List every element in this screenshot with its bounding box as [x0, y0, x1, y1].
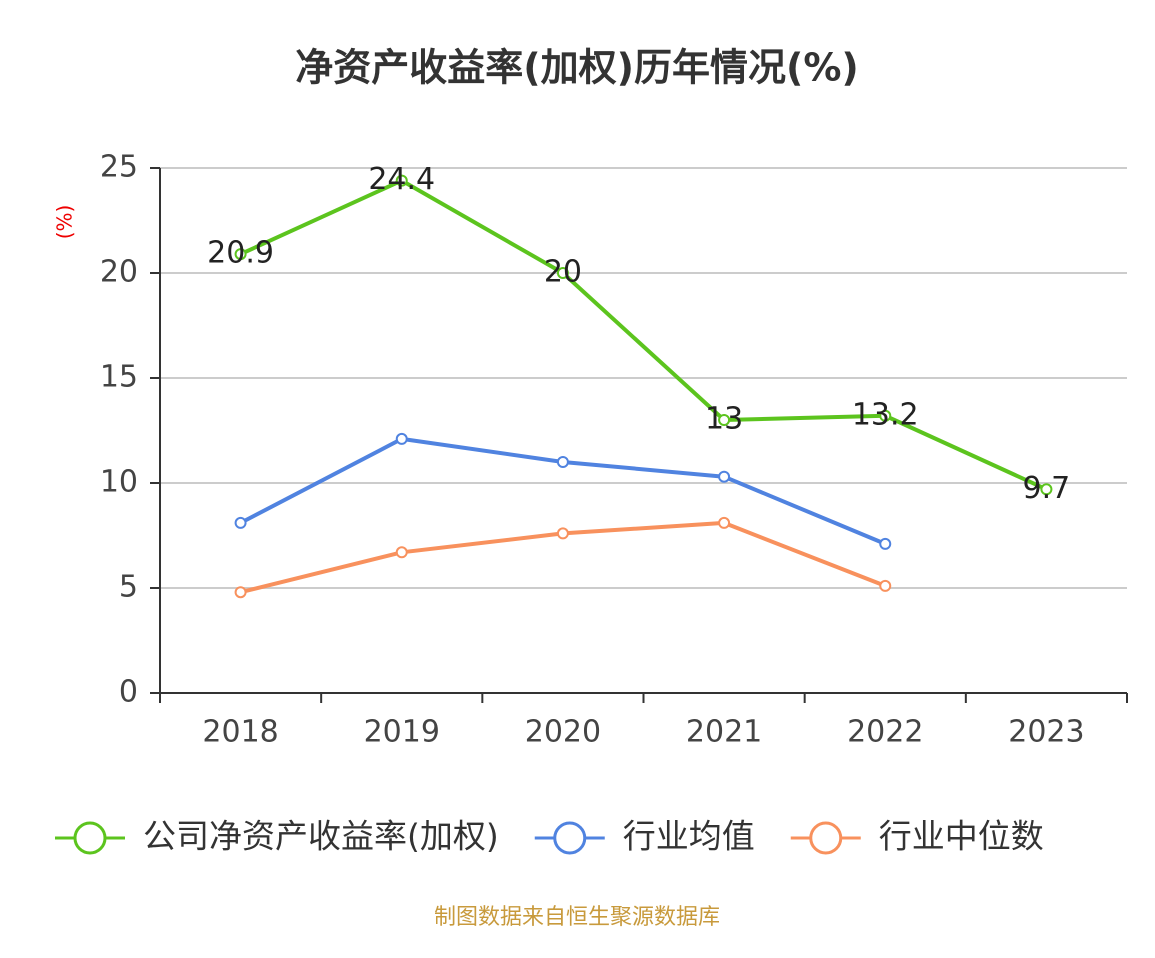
- data-label: 24.4: [368, 162, 435, 197]
- data-point: [395, 432, 408, 445]
- data-point: [879, 579, 892, 592]
- data-point: [395, 174, 408, 187]
- x-tick-label: 2022: [847, 715, 923, 750]
- data-point: [718, 414, 731, 426]
- y-tick-label: 5: [119, 570, 138, 605]
- legend-marker: [809, 821, 843, 855]
- x-tick-label: 2020: [525, 715, 601, 750]
- data-point: [234, 516, 247, 529]
- chart-title: 净资产收益率(加权)历年情况(%): [295, 46, 859, 90]
- y-axis-label: (%): [53, 205, 77, 240]
- data-point: [879, 409, 892, 422]
- data-point: [395, 546, 408, 559]
- source-note: 制图数据来自恒生聚源数据库: [434, 905, 720, 930]
- legend-label: 行业均值: [623, 817, 755, 856]
- legend-item: 行业均值: [534, 817, 755, 856]
- data-point: [234, 586, 247, 599]
- data-point: [718, 470, 731, 483]
- legend-item: 行业中位数: [790, 817, 1044, 856]
- legend-marker: [73, 821, 107, 855]
- x-tick-label: 2023: [1008, 715, 1084, 750]
- legend-label: 行业中位数: [879, 817, 1044, 856]
- data-label: 13: [705, 402, 743, 437]
- data-point: [879, 537, 892, 550]
- data-label: 20: [544, 255, 582, 290]
- y-tick-label: 25: [100, 150, 138, 185]
- x-tick-label: 2018: [202, 715, 278, 750]
- data-point: [556, 456, 569, 468]
- data-label: 13.2: [852, 397, 919, 432]
- data-point: [718, 516, 731, 529]
- data-label: 9.7: [1023, 471, 1071, 506]
- data-point: [1040, 483, 1053, 496]
- y-tick-label: 0: [119, 675, 138, 710]
- x-tick-label: 2019: [364, 715, 440, 750]
- legend-label: 公司净资产收益率(加权): [143, 817, 499, 856]
- legend-marker: [553, 821, 587, 855]
- data-point: [556, 527, 569, 540]
- data-point: [234, 248, 247, 261]
- data-point: [556, 267, 569, 279]
- y-tick-label: 15: [100, 360, 138, 395]
- data-label: 20.9: [207, 236, 274, 271]
- x-tick-label: 2021: [686, 715, 762, 750]
- y-tick-label: 20: [100, 255, 138, 290]
- legend-item: 公司净资产收益率(加权): [55, 817, 499, 856]
- y-tick-label: 10: [100, 465, 138, 500]
- series-line: [239, 178, 1048, 492]
